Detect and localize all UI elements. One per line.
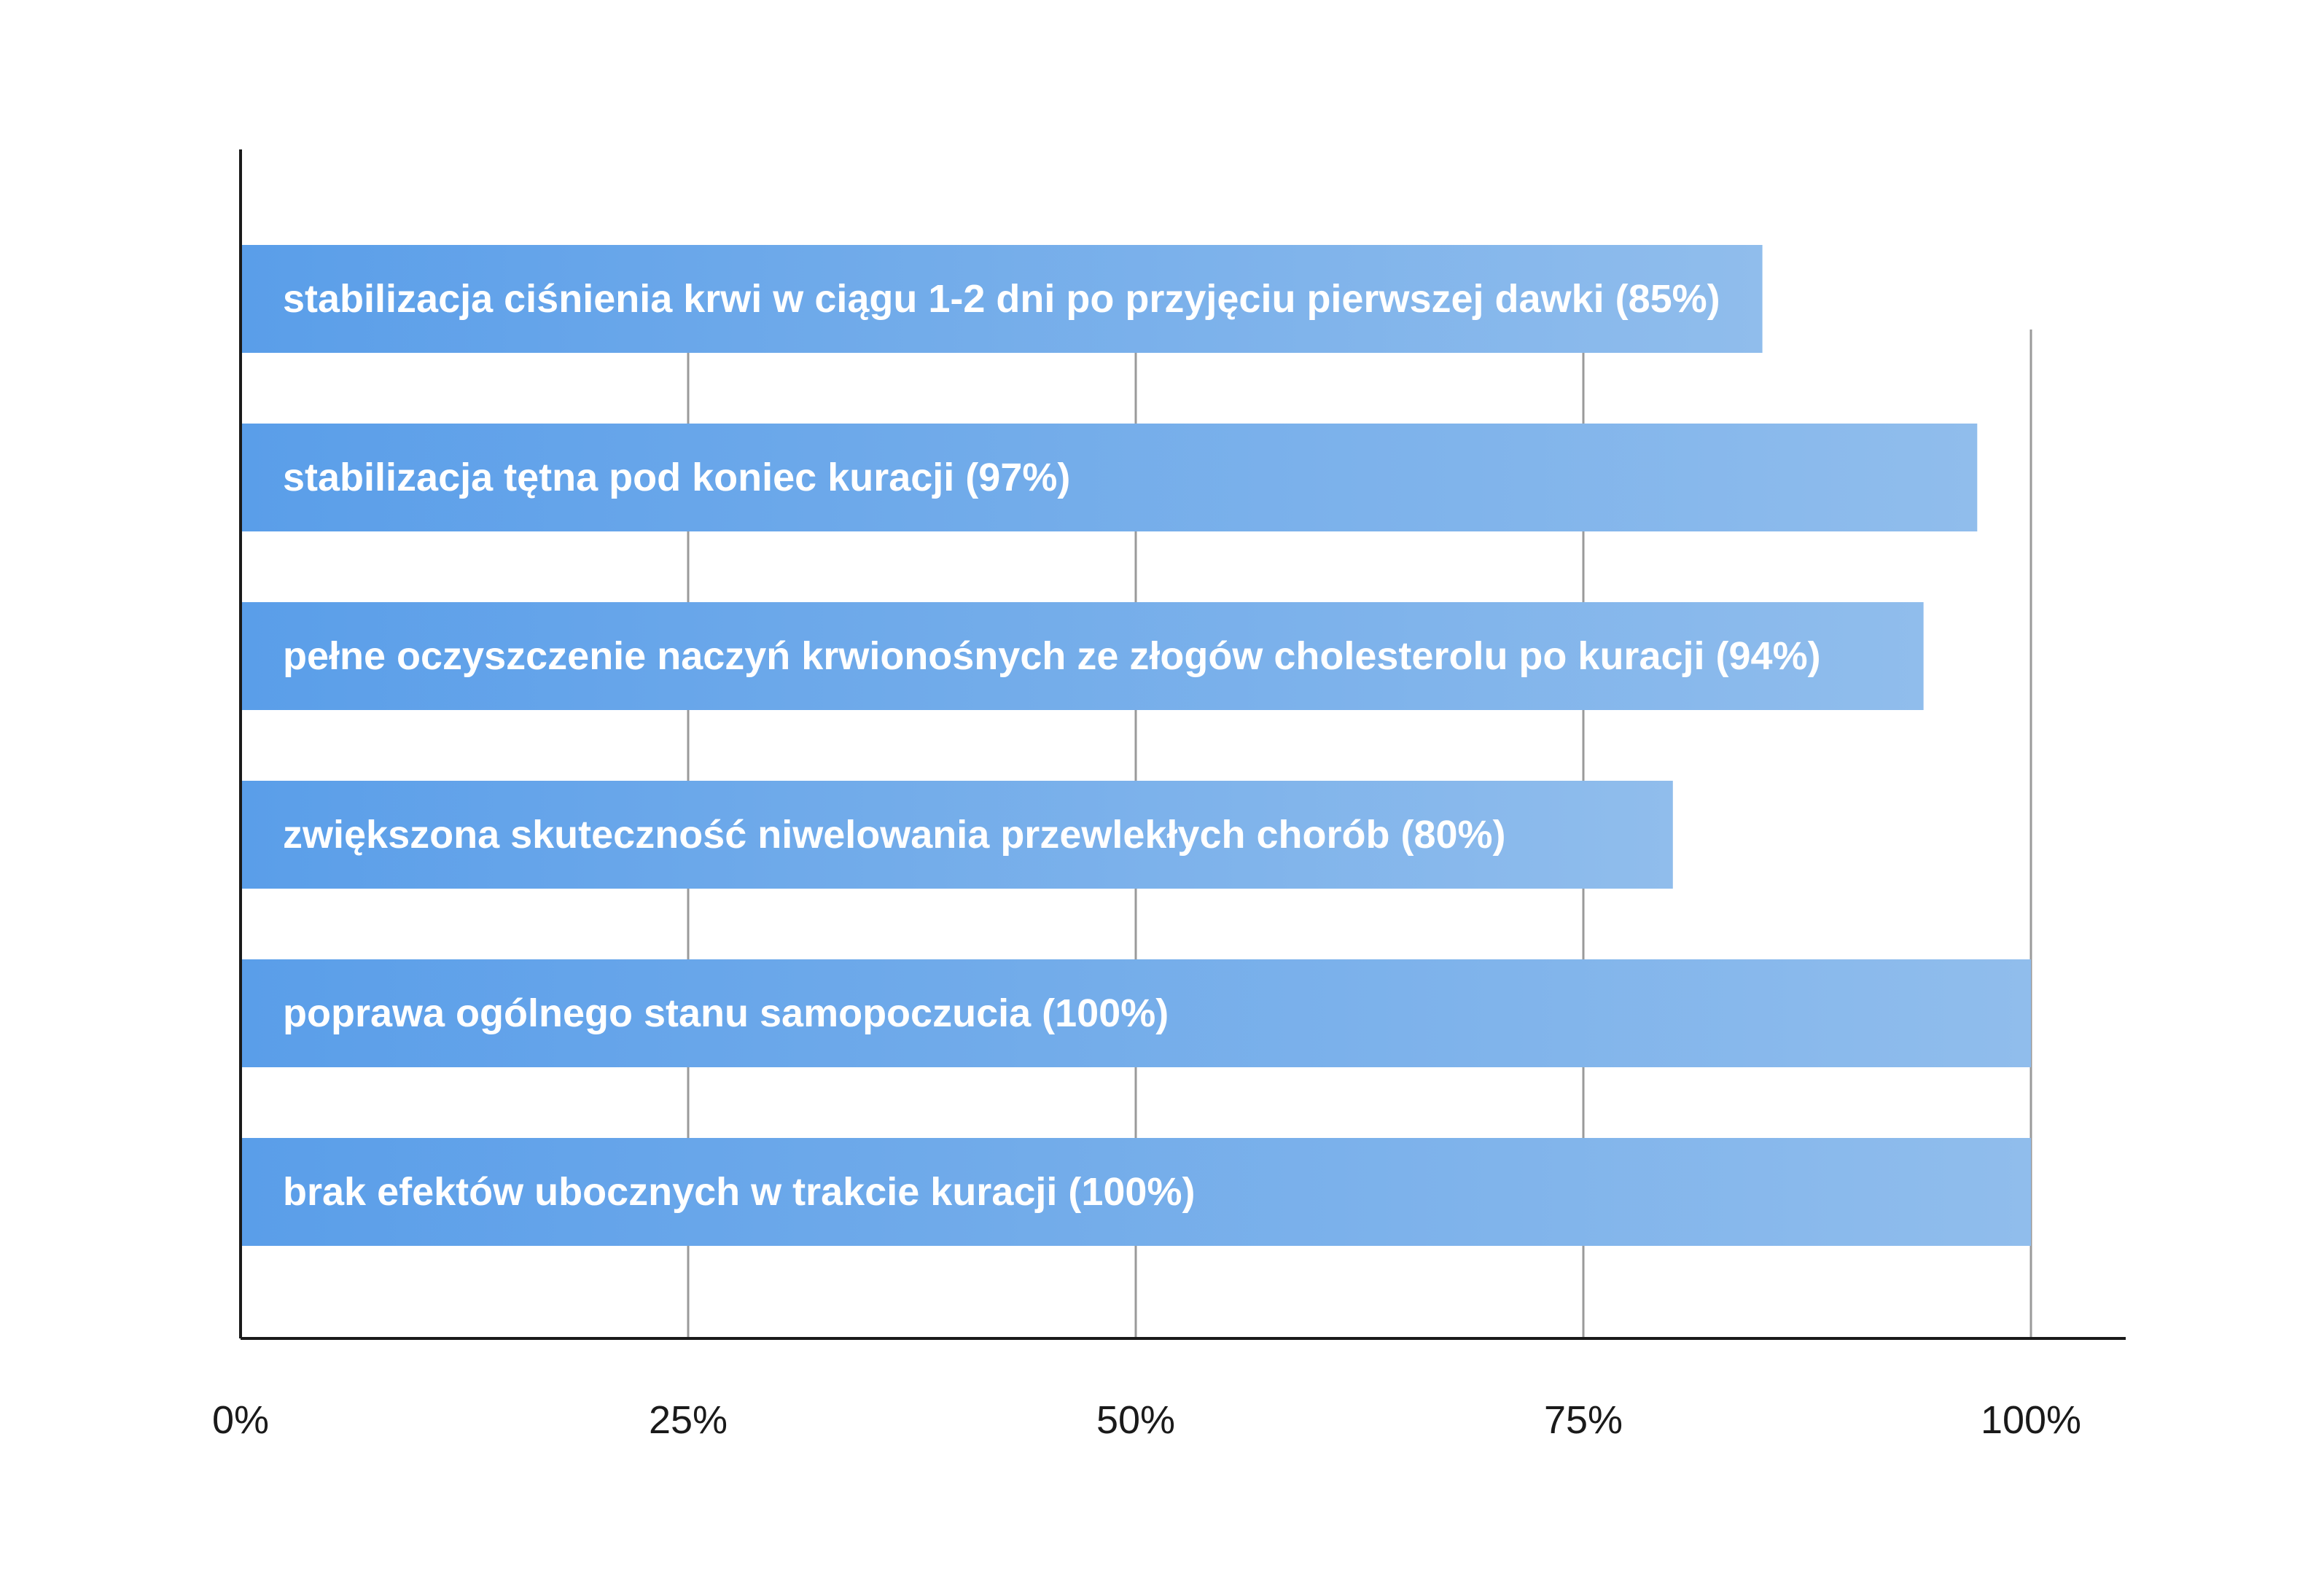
x-tick-label: 0% xyxy=(212,1398,269,1442)
bar xyxy=(241,245,1763,353)
bars: stabilizacja ciśnienia krwi w ciągu 1-2 … xyxy=(241,245,2031,1246)
bar xyxy=(241,1138,2031,1246)
x-tick-label: 75% xyxy=(1544,1398,1623,1442)
bar-label: poprawa ogólnego stanu samopoczucia (100… xyxy=(283,991,1169,1035)
bar xyxy=(241,781,1673,889)
axes xyxy=(239,149,2126,1340)
bar-label: zwiększona skuteczność niwelowania przew… xyxy=(283,813,1506,857)
bar-label: stabilizacja ciśnienia krwi w ciągu 1-2 … xyxy=(283,277,1720,321)
bar-label: stabilizacja tętna pod koniec kuracji (9… xyxy=(283,456,1070,499)
x-tick-label: 25% xyxy=(649,1398,728,1442)
bar xyxy=(241,424,1978,531)
x-tick-label: 50% xyxy=(1096,1398,1175,1442)
x-axis-ticks: 0% 25% 50% 75% 100% xyxy=(212,1398,2081,1442)
bar xyxy=(241,959,2031,1067)
bar-label: pełne oczyszczenie naczyń krwionośnych z… xyxy=(283,634,1821,678)
bar xyxy=(241,602,1924,710)
bar-label: brak efektów ubocznych w trakcie kuracji… xyxy=(283,1170,1195,1214)
x-tick-label: 100% xyxy=(1981,1398,2081,1442)
